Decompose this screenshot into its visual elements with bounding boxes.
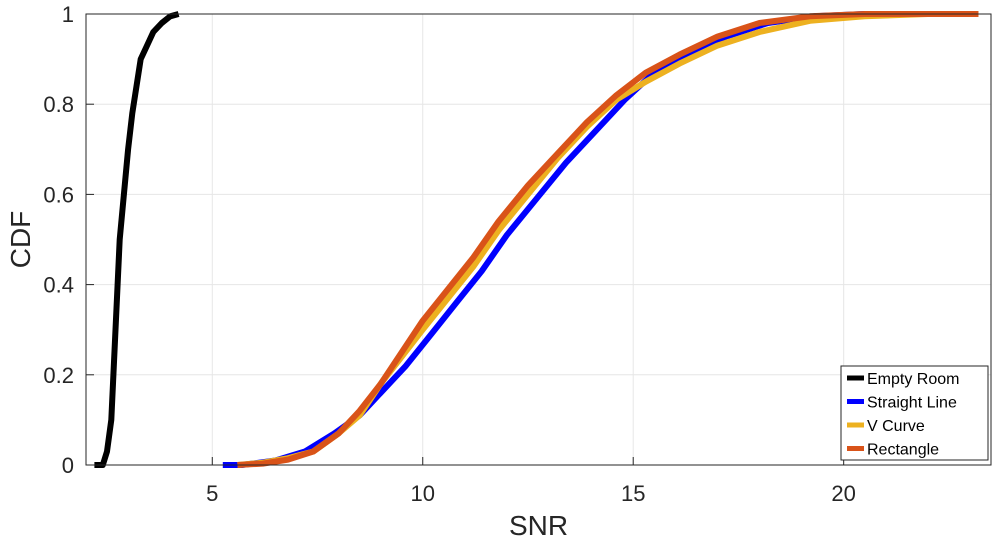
legend-label-rectangle: Rectangle xyxy=(867,442,939,459)
y-tick-label: 0 xyxy=(62,453,74,478)
legend-box xyxy=(840,365,989,461)
x-tick-label: 5 xyxy=(206,481,218,506)
y-tick-label: 1 xyxy=(62,2,74,27)
x-tick-label: 10 xyxy=(411,481,435,506)
series-line-rectangle xyxy=(237,11,979,468)
y-tick-label: 0.2 xyxy=(43,363,74,388)
y-tick-label: 0.8 xyxy=(43,92,74,117)
tick-labels: 5 10 15 20 0 0.2 0.4 0.6 0.8 1 xyxy=(43,2,856,506)
x-axis-label: SNR xyxy=(509,510,568,541)
x-tick-label: 20 xyxy=(831,481,855,506)
plot-area-border xyxy=(85,13,992,466)
series-line-empty-room xyxy=(94,11,180,468)
legend-label-straight-line: Straight Line xyxy=(867,395,957,412)
y-tick-label: 0.4 xyxy=(43,273,74,298)
legend-label-empty-room: Empty Room xyxy=(867,371,959,388)
y-tick-label: 0.6 xyxy=(43,182,74,207)
legend-label-v-curve: V Curve xyxy=(867,418,925,435)
x-tick-label: 15 xyxy=(621,481,645,506)
legend: Empty Room Straight Line V Curve Rectangle xyxy=(840,365,989,461)
y-axis-label: CDF xyxy=(5,211,36,269)
series-lines xyxy=(94,11,979,468)
